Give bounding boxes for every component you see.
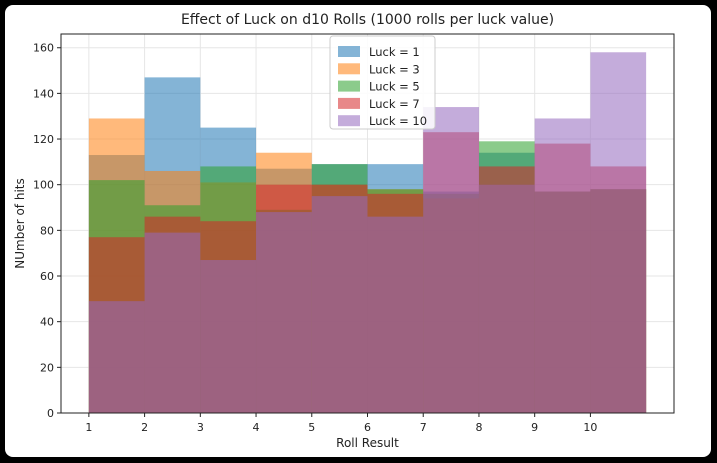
- legend-swatch: [338, 115, 360, 127]
- y-tick-label: 140: [33, 87, 54, 100]
- x-axis-label: Roll Result: [336, 436, 399, 450]
- legend-label: Luck = 5: [369, 80, 420, 94]
- x-tick-label: 1: [85, 421, 92, 434]
- x-tick-label: 2: [141, 421, 148, 434]
- bar-luck-series-5-roll-10: [590, 52, 647, 413]
- legend-swatch: [338, 97, 360, 109]
- y-tick-label: 120: [33, 133, 54, 146]
- legend-swatch: [338, 46, 360, 57]
- legend-items: Luck = 1 Luck = 3 Luck = 5 Luck = 7 Luck = 1…: [338, 45, 427, 128]
- legend-label: Luck = 10: [369, 114, 427, 128]
- x-tick-label: 9: [531, 421, 538, 434]
- y-tick-label: 160: [33, 42, 54, 55]
- bar-luck-series-5-roll-6: [367, 216, 424, 413]
- x-tick-label: 5: [308, 421, 315, 434]
- bar-luck-series-5-roll-7: [423, 107, 479, 413]
- luck-histogram-chart: 0 20 40 60 80 100 120 140 160 1 2 3 4 5 6 7 8 9 10 Effect …: [13, 12, 675, 450]
- x-tick-label: 7: [420, 421, 427, 434]
- bar-luck-series-5-roll-1: [88, 301, 145, 413]
- x-tick-label: 3: [197, 421, 204, 434]
- x-tick-label: 6: [364, 421, 371, 434]
- y-tick-label: 0: [47, 407, 54, 420]
- bar-luck-series-5-roll-8: [478, 184, 535, 413]
- y-tick-label: 60: [40, 270, 54, 283]
- bar-luck-series-5-roll-4: [256, 212, 312, 413]
- bar-luck-series-5-roll-5: [311, 196, 368, 413]
- chart-card: 0 20 40 60 80 100 120 140 160 1 2 3 4 5 6 7 8 9 10 Effect …: [5, 5, 711, 457]
- chart-title: Effect of Luck on d10 Rolls (1000 rolls …: [181, 12, 554, 28]
- legend-label: Luck = 7: [369, 97, 420, 111]
- y-tick-label: 40: [40, 316, 54, 329]
- y-tick-label: 20: [40, 361, 54, 374]
- legend-swatch: [338, 80, 360, 92]
- legend: Luck = 1 Luck = 3 Luck = 5 Luck = 7 Luck = 1…: [329, 35, 436, 130]
- y-axis-label: NUmber of hits: [13, 178, 27, 268]
- bar-luck-series-5-roll-9: [534, 118, 591, 414]
- legend-label: Luck = 3: [369, 62, 420, 76]
- axis-layer: 0 20 40 60 80 100 120 140 160 1 2 3 4 5 6 7 8 9 10: [33, 42, 597, 434]
- x-tick-label: 10: [583, 421, 597, 434]
- legend-label: Luck = 1: [369, 45, 420, 59]
- x-tick-label: 8: [475, 421, 482, 434]
- bar-luck-series-5-roll-3: [200, 260, 257, 413]
- x-tick-label: 4: [253, 421, 260, 434]
- bars-layer: [88, 52, 647, 414]
- legend-swatch: [338, 63, 360, 75]
- bar-luck-series-5-roll-2: [144, 232, 201, 413]
- y-tick-label: 100: [33, 179, 54, 192]
- y-tick-label: 80: [40, 224, 54, 237]
